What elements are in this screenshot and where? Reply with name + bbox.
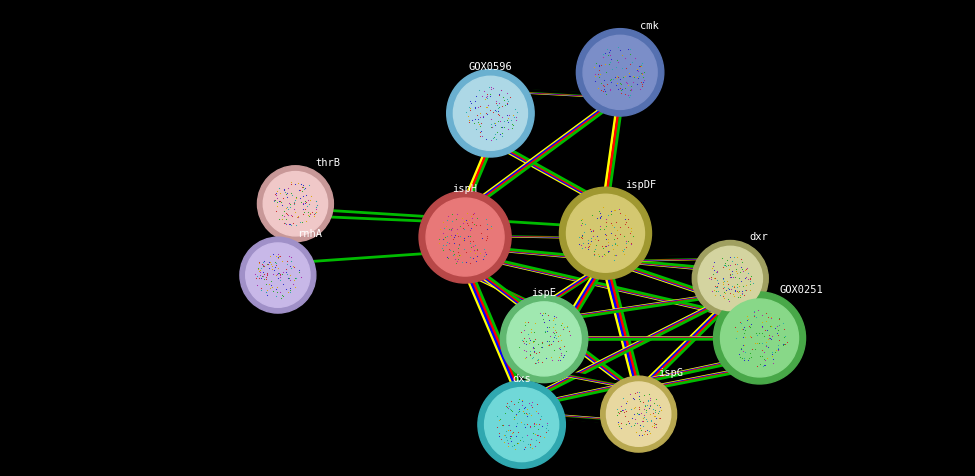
Text: dxr: dxr [750,232,768,242]
Ellipse shape [721,299,799,377]
Ellipse shape [606,382,671,446]
Text: ispE: ispE [531,288,557,298]
Text: ispG: ispG [658,368,683,378]
Ellipse shape [426,198,504,276]
Ellipse shape [485,387,559,462]
Ellipse shape [478,381,566,468]
Ellipse shape [453,76,527,150]
Ellipse shape [714,292,805,384]
Text: GOX0596: GOX0596 [469,62,512,72]
Ellipse shape [447,69,534,157]
Text: thrB: thrB [315,158,340,168]
Ellipse shape [246,243,310,307]
Ellipse shape [507,302,581,376]
Text: rnhA: rnhA [297,229,323,239]
Ellipse shape [500,295,588,383]
Text: GOX0251: GOX0251 [779,285,823,295]
Ellipse shape [419,191,511,283]
Ellipse shape [566,194,644,272]
Ellipse shape [560,187,651,279]
Text: ispDF: ispDF [625,180,656,190]
Ellipse shape [576,29,664,116]
Text: cmk: cmk [640,21,658,31]
Text: ispH: ispH [452,184,478,194]
Ellipse shape [698,246,762,311]
Ellipse shape [263,171,328,236]
Ellipse shape [257,166,333,242]
Ellipse shape [240,237,316,313]
Text: dxs: dxs [512,374,531,384]
Ellipse shape [601,376,677,452]
Ellipse shape [692,240,768,317]
Ellipse shape [583,35,657,109]
